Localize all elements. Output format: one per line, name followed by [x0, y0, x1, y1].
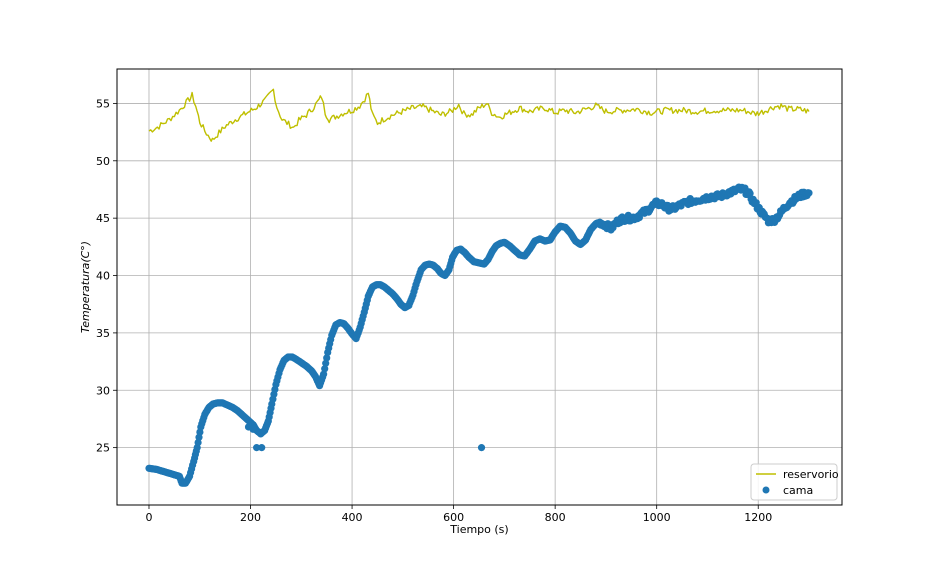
scatter-point-cama	[321, 365, 329, 373]
x-axis-label: Tiempo (s)	[449, 523, 508, 536]
x-tick-label: 400	[342, 511, 363, 524]
series-cama	[145, 183, 813, 487]
y-tick-label: 30	[96, 384, 110, 397]
y-tick-label: 25	[96, 442, 110, 455]
x-tick-label: 1200	[744, 511, 772, 524]
series-reservorio	[148, 88, 810, 142]
scatter-point-cama	[746, 189, 754, 197]
legend-box	[750, 463, 838, 501]
legend: reservorio cama	[750, 463, 839, 501]
y-tick-label: 50	[96, 155, 110, 168]
scatter-point-cama	[249, 425, 257, 433]
ticks: 0 200 400 600 800 1000 1200 25 30 35 40 45 50 55	[96, 97, 772, 524]
scatter-point-cama	[323, 354, 331, 362]
legend-label-reservorio: reservorio	[783, 468, 839, 481]
x-tick-label: 0	[145, 511, 152, 524]
y-axis-label: Temperatura(C°)	[79, 241, 92, 333]
y-tick-label: 35	[96, 327, 110, 340]
scatter-point-cama	[805, 189, 813, 197]
grid	[117, 69, 842, 505]
legend-label-cama: cama	[783, 484, 813, 497]
scatter-point-cama	[322, 359, 330, 367]
x-tick-label: 200	[240, 511, 261, 524]
scatter-point-cama	[258, 444, 266, 452]
x-tick-label: 800	[545, 511, 566, 524]
x-tick-label: 600	[443, 511, 464, 524]
x-tick-label: 1000	[643, 511, 671, 524]
y-tick-label: 55	[96, 97, 110, 110]
scatter-point-cama	[253, 444, 261, 452]
plot-frame	[116, 68, 843, 506]
legend-swatch-cama	[762, 486, 770, 494]
scatter-point-cama	[320, 370, 328, 378]
series-line-reservorio	[148, 88, 810, 142]
y-tick-label: 45	[96, 212, 110, 225]
y-tick-label: 40	[96, 270, 110, 283]
scatter-point-cama	[477, 444, 486, 452]
